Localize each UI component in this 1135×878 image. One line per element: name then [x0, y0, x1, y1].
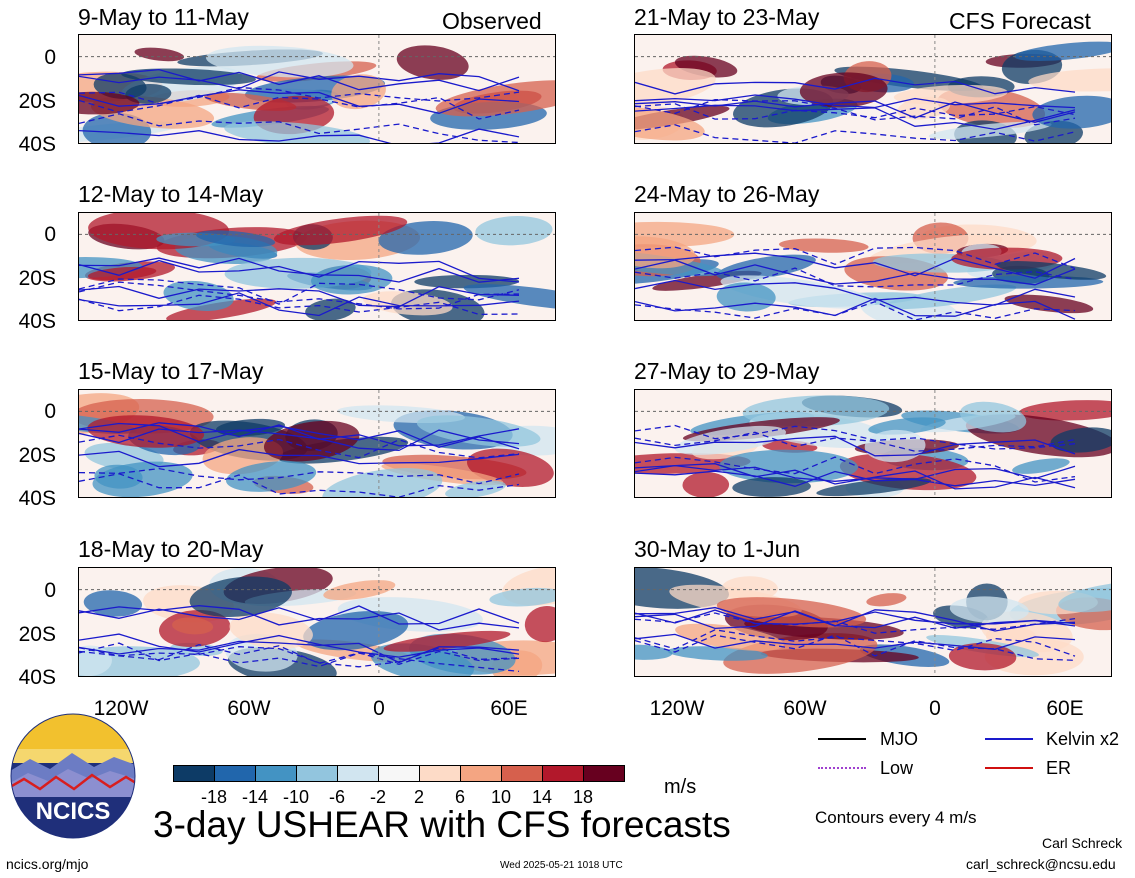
legend-kelvin-line [985, 738, 1033, 740]
map-panel-obs-2 [78, 212, 556, 321]
ylab-r4-0: 0 [44, 579, 56, 602]
ylab-r1-20s: 20S [18, 90, 56, 113]
panel-title-obs-1: 9-May to 11-May [78, 4, 249, 30]
panel-title-fcst-1: 21-May to 23-May [634, 4, 820, 30]
ylab-r1-0: 0 [44, 46, 56, 69]
map-panel-obs-1 [78, 34, 556, 144]
legend-er-line [985, 767, 1033, 769]
map-panel-obs-4 [78, 567, 556, 677]
xlab-right-0: 0 [929, 697, 941, 720]
xlab-right-60e: 60E [1046, 697, 1084, 720]
ncics-logo-text: NCICS [36, 798, 111, 825]
ylab-r3-40s: 40S [18, 487, 56, 510]
footer-author: Carl Schreck [1042, 835, 1123, 851]
legend-kelvin-label: Kelvin x2 [1046, 729, 1120, 749]
map-panel-fcst-2 [634, 212, 1112, 321]
colorbar-tick-label: -18 [200, 787, 227, 807]
ylab-r2-20s: 20S [18, 267, 56, 290]
colorbar-tick-label: -10 [282, 787, 309, 807]
legend-low-label: Low [880, 758, 914, 778]
map-panel-obs-3 [78, 389, 556, 498]
contour-note: Contours every 4 m/s [815, 808, 977, 827]
colorbar-box [337, 765, 379, 782]
colorbar-box [583, 765, 625, 782]
panel-title-obs-4: 18-May to 20-May [78, 536, 264, 562]
colorbar-tick-label: 18 [572, 787, 594, 807]
colorbar-box [378, 765, 420, 782]
colorbar-tick-label: -2 [369, 787, 386, 807]
xlab-right-60w: 60W [783, 697, 827, 720]
colorbar-tick-label: 10 [490, 787, 512, 807]
legend-er-label: ER [1046, 758, 1072, 778]
colorbar-box [501, 765, 543, 782]
colorbar-tick-label: 14 [531, 787, 553, 807]
ncics-logo: NCICS [10, 713, 136, 839]
panel-title-obs-2: 12-May to 14-May [78, 181, 264, 207]
xlab-left-60w: 60W [227, 697, 271, 720]
panel-title-fcst-4: 30-May to 1-Jun [634, 536, 801, 562]
observed-label: Observed [442, 8, 542, 34]
legend-low-line [818, 767, 866, 769]
panel-title-fcst-2: 24-May to 26-May [634, 181, 820, 207]
colorbar-box [296, 765, 338, 782]
colorbar-box [460, 765, 502, 782]
ylab-r4-40s: 40S [18, 666, 56, 689]
colorbar-box [542, 765, 584, 782]
ylab-r4-20s: 20S [18, 623, 56, 646]
colorbar-box [214, 765, 256, 782]
ylab-r2-0: 0 [44, 223, 56, 246]
panel-title-fcst-3: 27-May to 29-May [634, 358, 820, 384]
legend-mjo-line [818, 738, 866, 740]
forecast-label: CFS Forecast [949, 8, 1091, 34]
colorbar-tick-label: 2 [413, 787, 424, 807]
xlab-left-0: 0 [373, 697, 385, 720]
colorbar-unit: m/s [664, 776, 697, 798]
ylab-r3-20s: 20S [18, 444, 56, 467]
map-panel-fcst-4 [634, 567, 1112, 677]
map-panel-fcst-3 [634, 389, 1112, 498]
footer-email[interactable]: carl_schreck@ncsu.edu [966, 856, 1116, 872]
xlab-right-120w: 120W [649, 697, 705, 720]
ylab-r2-40s: 40S [18, 310, 56, 333]
colorbar-tick-label: 6 [454, 787, 465, 807]
xlab-left-120w: 120W [93, 697, 149, 720]
ylab-r3-0: 0 [44, 400, 56, 423]
colorbar-tick-label: -6 [328, 787, 345, 807]
footer-timestamp: Wed 2025-05-21 1018 UTC [500, 860, 623, 871]
panel-title-obs-3: 15-May to 17-May [78, 358, 264, 384]
colorbar-tick-label: -14 [241, 787, 268, 807]
xlab-left-60e: 60E [490, 697, 528, 720]
colorbar-box [419, 765, 461, 782]
legend-mjo-label: MJO [880, 729, 918, 749]
colorbar-box [173, 765, 215, 782]
map-panel-fcst-1 [634, 34, 1112, 144]
colorbar-box [255, 765, 297, 782]
ylab-r1-40s: 40S [18, 133, 56, 156]
main-title: 3-day USHEAR with CFS forecasts [153, 804, 731, 845]
footer-url[interactable]: ncics.org/mjo [6, 856, 89, 872]
